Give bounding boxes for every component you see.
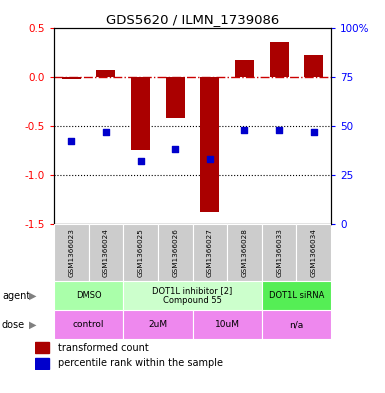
Bar [262,281,331,310]
Text: control: control [73,320,104,329]
Text: percentile rank within the sample: percentile rank within the sample [59,358,223,368]
Text: GSM1366028: GSM1366028 [241,228,248,277]
Bar [262,310,331,339]
Bar [235,60,254,77]
Title: GDS5620 / ILMN_1739086: GDS5620 / ILMN_1739086 [106,13,279,26]
Text: GSM1366033: GSM1366033 [276,228,282,277]
Bar [304,55,323,77]
Text: GSM1366027: GSM1366027 [207,228,213,277]
Text: ▶: ▶ [29,320,36,330]
Point [241,127,248,133]
Bar [192,224,227,281]
Bar [54,224,89,281]
Text: GSM1366034: GSM1366034 [311,228,317,277]
Bar [62,77,81,79]
Bar [200,77,219,212]
Bar [192,310,262,339]
Text: GSM1366026: GSM1366026 [172,228,178,277]
Point [207,156,213,162]
Text: agent: agent [2,291,30,301]
Text: DOT1L inhibitor [2]
Compound 55: DOT1L inhibitor [2] Compound 55 [152,286,233,305]
Bar [123,224,158,281]
Text: DMSO: DMSO [76,291,101,300]
Bar [296,224,331,281]
Bar [131,77,150,150]
Text: transformed count: transformed count [59,343,149,353]
Point [172,146,178,152]
Text: DOT1L siRNA: DOT1L siRNA [269,291,324,300]
Bar [89,224,123,281]
Bar [227,224,262,281]
Point [68,138,74,145]
Text: GSM1366025: GSM1366025 [137,228,144,277]
Bar [158,224,192,281]
Bar [123,281,262,310]
Bar [166,77,185,118]
Point [276,127,282,133]
Bar [54,310,123,339]
Point [311,129,317,135]
Text: 2uM: 2uM [148,320,167,329]
Bar [262,224,296,281]
Point [137,158,144,164]
Text: ▶: ▶ [29,291,36,301]
Text: GSM1366023: GSM1366023 [68,228,74,277]
Bar [123,310,192,339]
Bar [270,42,289,77]
Text: 10uM: 10uM [215,320,239,329]
Text: n/a: n/a [289,320,304,329]
Text: GSM1366024: GSM1366024 [103,228,109,277]
Bar [96,70,116,77]
Bar [35,342,50,353]
Point [103,129,109,135]
Bar [35,358,50,369]
Text: dose: dose [2,320,25,330]
Bar [54,281,123,310]
